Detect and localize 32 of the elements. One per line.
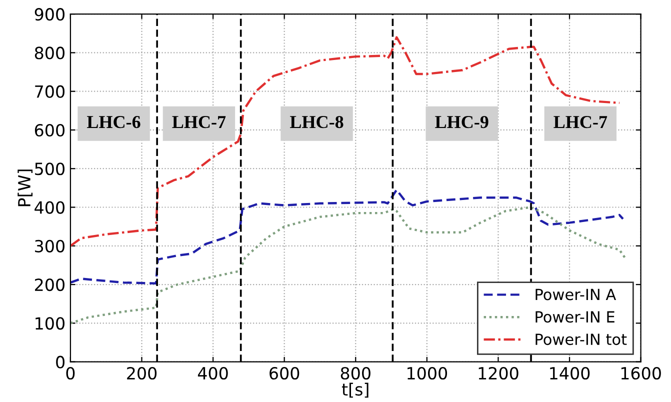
annotation: LHC-6 (86, 116, 140, 128)
legend-label: Power-IN tot (536, 334, 627, 346)
x-tick-label: 400 (198, 366, 228, 380)
legend-label: Power-IN E (536, 311, 614, 323)
y-tick-label: 100 (36, 317, 64, 330)
x-axis-title: t[s] (342, 382, 368, 398)
y-tick-label: 500 (35, 162, 64, 176)
x-tick-label: 600 (270, 366, 300, 380)
x-tick-label: 1000 (408, 366, 448, 380)
x-tick-label: 1600 (621, 366, 661, 380)
y-tick-label: 300 (35, 240, 64, 252)
y-axis-title: P[W] (18, 170, 33, 206)
legend-label: Power-IN A (536, 288, 616, 300)
y-tick-label: 0 (56, 356, 64, 368)
annotation: LHC-7 (172, 116, 226, 128)
y-tick-label: 800 (34, 46, 64, 60)
y-tick-label: 600 (34, 124, 64, 137)
line-series (70, 188, 624, 284)
x-tick-label: 200 (127, 366, 157, 380)
x-tick-label: 0 (66, 366, 75, 380)
x-tick-label: 1400 (550, 366, 590, 380)
y-tick-label: 700 (35, 85, 64, 98)
line-series (70, 206, 626, 324)
y-tick-label: 900 (34, 8, 64, 21)
y-tick-label: 400 (34, 201, 64, 214)
x-tick-label: 1200 (478, 366, 518, 380)
annotation: LHC-9 (435, 116, 488, 128)
line-series (70, 36, 621, 247)
y-tick-label: 200 (35, 278, 64, 292)
x-tick-label: 800 (340, 366, 370, 380)
annotation: LHC-8 (290, 116, 344, 128)
annotation: LHC-7 (554, 116, 608, 128)
